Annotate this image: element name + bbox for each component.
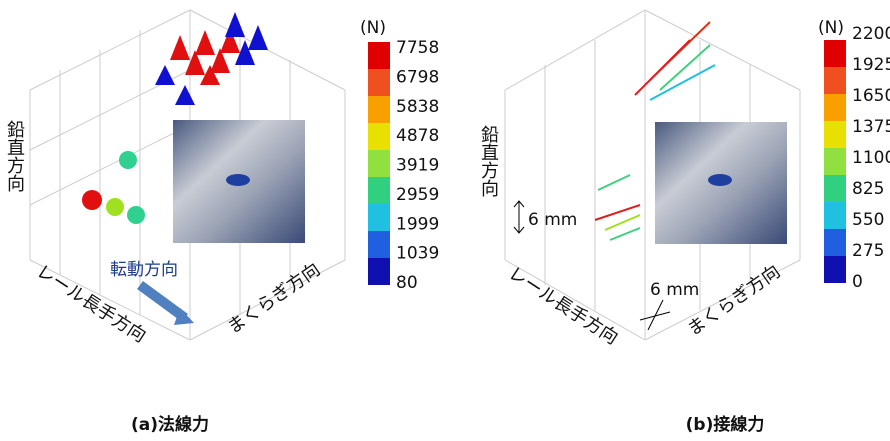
annotation: 転動方向 bbox=[110, 260, 178, 280]
scale-label: 6 mm bbox=[528, 210, 577, 230]
colorbar-tick-label: 1100 bbox=[852, 148, 890, 168]
axis-label: 鉛直方向 bbox=[4, 120, 25, 192]
scale-label: 6 mm bbox=[650, 280, 699, 300]
colorbar-unit: (N) bbox=[818, 18, 844, 38]
colorbar-tick-label: 1650 bbox=[852, 86, 890, 106]
axis-label: まくらぎ方向 bbox=[224, 259, 325, 338]
colorbar-tick-label: 4878 bbox=[396, 126, 439, 146]
colorbar-unit: (N) bbox=[360, 18, 386, 38]
axis-label: 鉛直方向 bbox=[478, 125, 499, 197]
colorbar-tick-label: 80 bbox=[396, 273, 418, 293]
colorbar-a bbox=[368, 42, 390, 285]
colorbar-tick-label: 3919 bbox=[396, 156, 439, 176]
colorbar-tick-label: 1999 bbox=[396, 214, 439, 234]
colorbar-tick-label: 825 bbox=[852, 179, 884, 199]
colorbar-b bbox=[824, 40, 846, 283]
colorbar-tick-label: 1925 bbox=[852, 55, 890, 75]
colorbar-tick-label: 2959 bbox=[396, 185, 439, 205]
colorbar-tick-label: 1375 bbox=[852, 117, 890, 137]
colorbar-tick-label: 2200 bbox=[852, 24, 890, 44]
contact-spot bbox=[226, 174, 250, 186]
caption: (a)法線力 bbox=[131, 414, 209, 435]
figure: 鉛直方向 レール長手方向 まくらぎ方向 転動方向 (N) 鉛直方向 レール長手方… bbox=[0, 0, 890, 441]
axis-label: まくらぎ方向 bbox=[684, 261, 785, 340]
scale-bar bbox=[514, 201, 524, 233]
colorbar-tick-label: 6798 bbox=[396, 67, 439, 87]
axis-label: レール長手方向 bbox=[505, 263, 622, 349]
colorbar-tick-label: 275 bbox=[852, 241, 884, 261]
colorbar-tick-label: 5838 bbox=[396, 97, 439, 117]
colorbar-tick-label: 550 bbox=[852, 210, 884, 230]
colorbar-tick-label: 0 bbox=[852, 272, 863, 292]
contact-spot bbox=[708, 174, 732, 186]
caption: (b)接線力 bbox=[686, 414, 765, 435]
colorbar-tick-label: 1039 bbox=[396, 244, 439, 264]
colorbar-tick-label: 7758 bbox=[396, 38, 439, 58]
